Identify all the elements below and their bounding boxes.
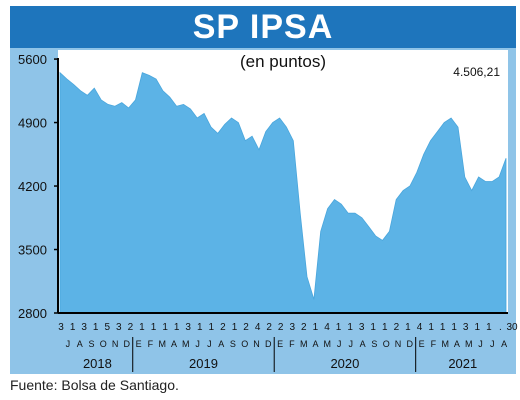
x-day-label: 3	[185, 322, 191, 333]
x-month-label: S	[230, 339, 236, 349]
x-month-label: J	[478, 339, 483, 349]
chart-title: SP IPSA	[10, 6, 516, 48]
x-day-label: 1	[347, 322, 353, 333]
x-day-label: .	[499, 322, 502, 333]
x-month-label: O	[100, 339, 107, 349]
x-month-label: O	[383, 339, 390, 349]
x-day-label: 1	[139, 322, 145, 333]
x-day-label: 2	[301, 322, 307, 333]
index-area-series	[59, 71, 507, 314]
x-month-label: N	[395, 339, 402, 349]
x-day-label: 1	[70, 322, 76, 333]
y-axis-ticks: 2800 3500 4200 4900 5600	[18, 52, 58, 321]
x-month-label: A	[171, 339, 177, 349]
y-tick-label: 5600	[18, 52, 47, 67]
x-day-label: 1	[440, 322, 446, 333]
x-month-label: J	[337, 339, 342, 349]
y-tick-label: 4200	[18, 179, 47, 194]
x-month-label: A	[501, 339, 507, 349]
x-day-label: 2	[278, 322, 284, 333]
x-month-label: A	[454, 339, 460, 349]
x-day-label: 1	[475, 322, 481, 333]
x-month-label: A	[312, 339, 318, 349]
x-day-label: 30	[506, 322, 518, 333]
x-day-label: 1	[174, 322, 180, 333]
x-day-label: 1	[382, 322, 388, 333]
x-day-label: 3	[290, 322, 296, 333]
x-day-label: 5	[105, 322, 111, 333]
x-day-label: 1	[486, 322, 492, 333]
x-month-label: J	[490, 339, 495, 349]
x-day-label: 2	[128, 322, 134, 333]
year-label: 2019	[189, 356, 218, 371]
x-month-label: O	[241, 339, 248, 349]
x-day-label: 4	[255, 322, 261, 333]
x-month-label: J	[207, 339, 212, 349]
x-month-label: M	[465, 339, 473, 349]
y-tick-label: 4900	[18, 116, 47, 131]
y-tick-label: 2800	[18, 306, 47, 321]
source-note: Fuente: Bolsa de Santiago.	[10, 377, 179, 393]
y-tick-label: 3500	[18, 243, 47, 258]
year-label: 2021	[448, 356, 477, 371]
x-day-label: 1	[313, 322, 319, 333]
x-day-label: 2	[220, 322, 226, 333]
x-month-label: M	[158, 339, 166, 349]
x-month-label: D	[265, 339, 272, 349]
x-day-label: 4	[324, 322, 330, 333]
x-day-label: 4	[417, 322, 423, 333]
x-month-label: F	[431, 339, 437, 349]
x-month-label: D	[407, 339, 414, 349]
x-day-label: 1	[451, 322, 457, 333]
x-day-label: 1	[93, 322, 99, 333]
x-day-label: 1	[162, 322, 168, 333]
year-label: 2018	[83, 356, 112, 371]
x-day-label: 1	[151, 322, 157, 333]
x-month-label: M	[324, 339, 332, 349]
x-month-label: A	[360, 339, 366, 349]
x-day-label: 1	[232, 322, 238, 333]
x-month-label: M	[182, 339, 190, 349]
x-month-label: E	[136, 339, 142, 349]
x-day-label: 1	[428, 322, 434, 333]
year-label: 2020	[330, 356, 359, 371]
x-day-label: 3	[58, 322, 64, 333]
x-day-label: 1	[336, 322, 342, 333]
x-day-label: 1	[209, 322, 215, 333]
x-month-label: J	[349, 339, 354, 349]
x-month-label: A	[77, 339, 83, 349]
x-day-label: 1	[405, 322, 411, 333]
x-day-label: 3	[359, 322, 365, 333]
x-month-label: J	[195, 339, 200, 349]
x-month-label: S	[88, 339, 94, 349]
x-month-label: N	[253, 339, 260, 349]
x-month-label: N	[112, 339, 119, 349]
x-month-label: A	[218, 339, 224, 349]
x-day-label: 2	[394, 322, 400, 333]
x-month-label: D	[124, 339, 131, 349]
x-month-label: E	[277, 339, 283, 349]
x-day-label: 3	[463, 322, 469, 333]
x-month-label: F	[148, 339, 154, 349]
x-day-label: 2	[243, 322, 249, 333]
x-month-label: S	[371, 339, 377, 349]
x-month-label: F	[289, 339, 295, 349]
x-day-label: 2	[266, 322, 272, 333]
x-day-label: 3	[116, 322, 122, 333]
x-day-label: 3	[81, 322, 87, 333]
x-day-label: 1	[197, 322, 203, 333]
x-month-label: M	[441, 339, 449, 349]
x-month-label: J	[66, 339, 71, 349]
x-month-label: M	[300, 339, 308, 349]
last-value-label: 4.506,21	[453, 65, 500, 79]
x-month-label: E	[419, 339, 425, 349]
chart-subtitle: (en puntos)	[240, 52, 326, 71]
x-day-label: 1	[370, 322, 376, 333]
